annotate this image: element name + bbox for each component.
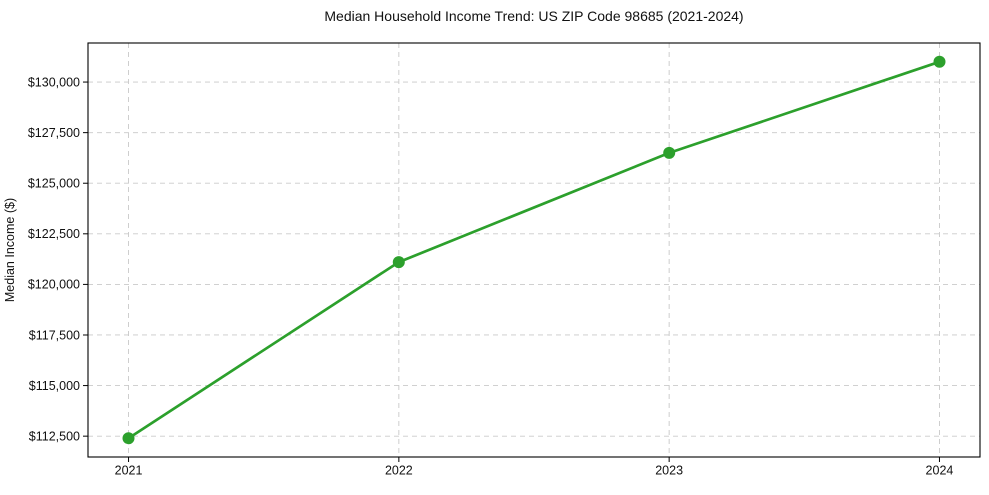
- plot-frame: [87, 42, 981, 458]
- grid-layer: [88, 43, 980, 457]
- y-tick-label: $122,500: [28, 227, 80, 241]
- data-point-2022: [392, 256, 405, 269]
- chart-title: Median Household Income Trend: US ZIP Co…: [324, 8, 743, 24]
- x-tick-label: 2022: [385, 464, 413, 478]
- y-tick-label: $125,000: [28, 177, 80, 191]
- data-point-2021: [122, 432, 135, 445]
- y-axis-label: Median Income ($): [3, 198, 17, 302]
- x-tick-label: 2021: [115, 464, 143, 478]
- x-tick-label: 2023: [655, 464, 683, 478]
- data-series: [122, 55, 946, 445]
- data-point-2024: [933, 55, 946, 68]
- y-tick-label: $120,000: [28, 278, 80, 292]
- x-tick-label: 2024: [926, 464, 954, 478]
- y-tick-label: $112,500: [29, 429, 80, 443]
- axis-ticks: [83, 81, 940, 462]
- trend-line: [127, 60, 941, 440]
- data-point-2023: [663, 146, 676, 159]
- y-tick-label: $115,000: [29, 379, 80, 393]
- y-tick-label: $127,500: [28, 126, 80, 140]
- y-tick-label: $117,500: [29, 328, 80, 342]
- y-tick-label: $130,000: [28, 75, 80, 89]
- axis-tick-labels: $112,500 $115,000 $117,500 $120,000 $122,500…: [28, 75, 954, 477]
